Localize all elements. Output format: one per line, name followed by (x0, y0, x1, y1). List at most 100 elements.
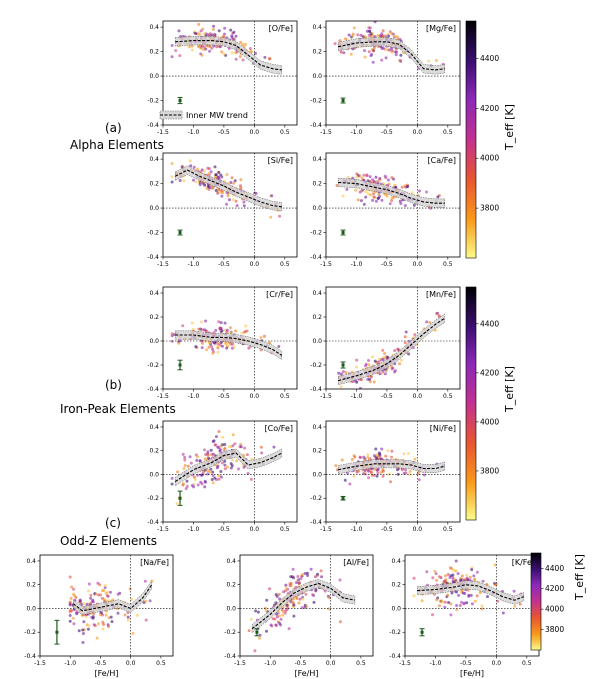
data-point (75, 611, 79, 615)
data-point (349, 52, 353, 56)
data-point (218, 343, 222, 347)
data-point (194, 180, 198, 184)
data-point (233, 179, 237, 183)
data-point (333, 42, 337, 46)
colorbar-tick-label: 4400 (480, 319, 499, 328)
colorbar-tick-label: 4000 (480, 417, 499, 426)
data-point (303, 572, 307, 575)
y-tick-label: 0.0 (312, 73, 322, 80)
data-point (250, 457, 254, 461)
data-point (372, 195, 376, 199)
element-label: [O/Fe] (269, 24, 293, 33)
data-point (295, 581, 298, 585)
data-point (363, 49, 366, 53)
data-point (295, 597, 299, 601)
data-point (383, 174, 387, 178)
data-point (403, 341, 407, 345)
data-point (352, 454, 356, 458)
data-point (98, 613, 102, 617)
trend-band (174, 448, 283, 487)
data-point (478, 590, 482, 594)
data-point (496, 599, 500, 603)
data-point (340, 458, 344, 462)
data-point (196, 473, 200, 477)
y-tick-label: 0.2 (312, 49, 322, 56)
y-tick-label: 0.0 (149, 73, 159, 80)
y-tick-label: -0.4 (310, 519, 322, 526)
data-point (170, 180, 174, 184)
data-point (221, 34, 225, 38)
data-point (196, 167, 200, 171)
y-tick-label: -0.2 (310, 495, 322, 502)
data-point (212, 24, 216, 28)
data-point (214, 189, 218, 192)
data-point (199, 320, 203, 324)
data-point (274, 593, 278, 597)
data-point (199, 52, 203, 56)
data-point (374, 199, 378, 203)
scatter-points (170, 430, 276, 505)
y-tick-label: 0.4 (26, 558, 36, 565)
data-point (220, 461, 224, 465)
y-tick-label: -0.4 (310, 254, 322, 261)
data-point (373, 467, 377, 471)
data-point (386, 449, 390, 453)
data-point (68, 575, 72, 579)
y-tick-label: -0.4 (224, 653, 236, 660)
data-point (247, 629, 251, 633)
data-point (356, 198, 360, 202)
data-point (265, 629, 268, 633)
data-point (187, 45, 191, 49)
data-point (380, 447, 384, 451)
data-point (404, 330, 408, 334)
element-label: [Na/Fe] (140, 558, 169, 567)
y-tick-label: 0.4 (149, 156, 159, 163)
data-point (334, 464, 338, 468)
data-point (239, 178, 243, 182)
y-tick-label: 0.2 (226, 582, 236, 589)
data-point (240, 331, 244, 335)
data-point (229, 28, 233, 32)
data-point (211, 452, 215, 456)
data-point (378, 372, 382, 376)
data-point (473, 577, 477, 581)
data-point (104, 613, 108, 617)
x-tick-label: -1.5 (34, 660, 46, 667)
data-point (182, 467, 186, 471)
data-point (201, 27, 205, 31)
data-point (457, 593, 461, 597)
data-point (378, 177, 382, 181)
data-point (82, 620, 86, 624)
plot-frame (325, 20, 461, 126)
data-point (202, 32, 206, 36)
data-point (177, 29, 181, 33)
data-point (249, 617, 253, 621)
data-point (178, 339, 182, 343)
trend-line (338, 463, 445, 471)
data-point (375, 474, 379, 478)
data-point (518, 602, 522, 606)
data-point (501, 611, 505, 615)
panel-nife: -1.5 -1.0 -0.5 0.0 0.5 -0.4 -0.2 0.0 0.2 0.4 [Ni/F… (310, 420, 461, 533)
data-point (390, 49, 394, 53)
data-point (226, 194, 230, 198)
x-tick-label: -0.5 (218, 261, 230, 268)
data-point (263, 55, 267, 59)
data-point (215, 45, 219, 49)
data-point (292, 614, 296, 618)
plot-frame (162, 152, 298, 258)
data-point (388, 202, 392, 206)
data-point (242, 204, 246, 208)
data-point (196, 455, 199, 459)
data-point (436, 195, 440, 199)
data-point (259, 445, 263, 449)
data-point (181, 452, 185, 456)
data-point (238, 184, 242, 188)
data-point (292, 576, 296, 580)
data-point (185, 479, 189, 483)
x-tick-label: 0.0 (126, 660, 136, 667)
trend-line (175, 334, 283, 356)
data-point (347, 33, 351, 37)
data-point (203, 169, 207, 173)
data-point (231, 444, 235, 448)
